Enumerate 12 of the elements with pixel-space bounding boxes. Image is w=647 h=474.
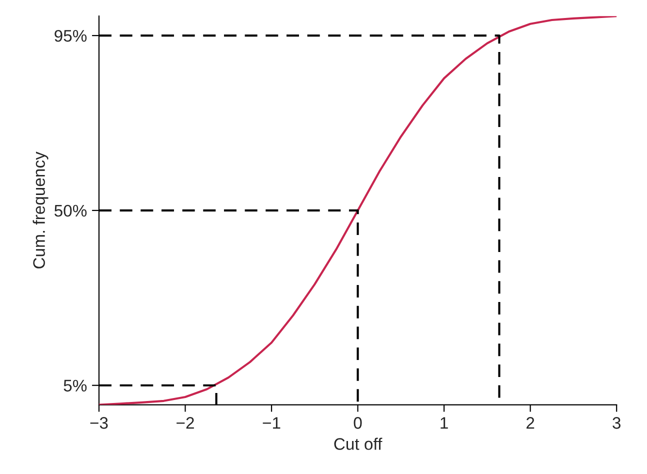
y-tick-label: 95% [54,30,87,42]
x-tick-label: 3 [612,417,620,429]
x-tick-label: −2 [176,417,194,429]
y-tick-label: 50% [54,204,87,217]
y-tick-label: 5% [64,380,87,392]
y-axis-title: Cum. frequency [32,152,48,268]
x-tick-label: 0 [354,417,362,429]
x-axis-title: Cut off [334,438,382,450]
x-tick-label: −3 [90,417,108,429]
x-tick-label: 2 [526,417,534,429]
x-tick-label: 1 [440,417,448,429]
x-tick-label: −1 [262,417,280,429]
